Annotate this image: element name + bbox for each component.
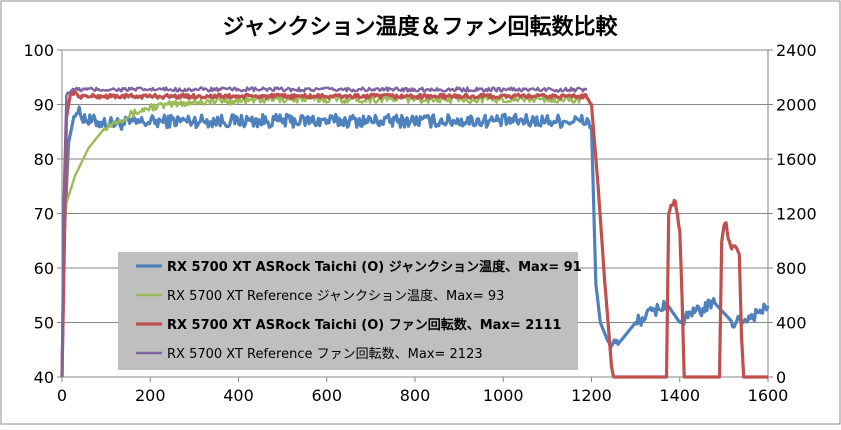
x-tick-label: 0: [57, 386, 67, 405]
legend-label-1: RX 5700 XT ASRock Taichi (O) ジャンクション温度、M…: [167, 259, 582, 275]
x-tick-label: 1200: [571, 386, 612, 405]
x-tick-label: 400: [223, 386, 254, 405]
y2-tick-label: 1200: [776, 205, 817, 224]
x-tick-label: 1000: [483, 386, 524, 405]
y2-tick-label: 0: [776, 368, 786, 387]
y-axis-left: 40 50 60 70 80 90 100: [23, 41, 62, 387]
legend-label-4: RX 5700 XT Reference ファン回転数、Max= 2123: [167, 347, 483, 362]
legend-box: [118, 252, 578, 370]
y-tick-label: 50: [34, 314, 54, 333]
series-line-4: [60, 86, 588, 378]
y-tick-label: 90: [34, 96, 54, 115]
x-tick-label: 1600: [748, 386, 789, 405]
series-line-3: [60, 88, 769, 379]
series-line-2: [60, 94, 589, 378]
legend-label-3: RX 5700 XT ASRock Taichi (O) ファン回転数、Max=…: [167, 317, 561, 333]
series-line-1: [60, 105, 770, 378]
y-tick-label: 80: [34, 150, 54, 169]
x-tick-label: 1400: [659, 386, 700, 405]
y-tick-label: 60: [34, 259, 54, 278]
series-lines: [60, 86, 770, 379]
x-tick-label: 800: [400, 386, 431, 405]
legend-label-2: RX 5700 XT Reference ジャンクション温度、Max= 93: [167, 288, 504, 304]
y2-tick-label: 800: [776, 259, 807, 278]
chart-title: ジャンクション温度＆ファン回転数比較: [223, 14, 619, 40]
x-tick-label: 600: [311, 386, 342, 405]
y-axis-right: 0 400 800 1200 1600 2000 2400: [768, 41, 817, 387]
y2-tick-label: 2400: [776, 41, 817, 60]
legend: RX 5700 XT ASRock Taichi (O) ジャンクション温度、M…: [118, 252, 582, 370]
y-tick-label: 70: [34, 205, 54, 224]
x-tick-label: 200: [135, 386, 166, 405]
y2-tick-label: 1600: [776, 150, 817, 169]
y-tick-label: 40: [34, 368, 54, 387]
y-tick-label: 100: [23, 41, 54, 60]
x-axis: 0 200 400 600 800 1000 1200 1400 1600: [57, 377, 788, 405]
y2-tick-label: 400: [776, 314, 807, 333]
y2-tick-label: 2000: [776, 96, 817, 115]
